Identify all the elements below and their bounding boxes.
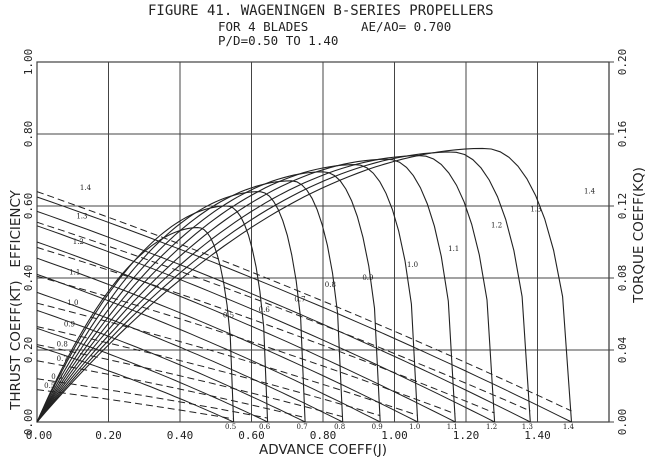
right-tick-label: 0.00 [616,409,629,436]
efficiency-curve-pd-1.3 [36,151,531,423]
efficiency-curve-pd-0.9 [36,171,381,423]
bottom-pd-label: 1.4 [563,423,575,431]
area-ratio-subtitle: AE/AO= 0.700 [361,19,452,34]
bottom-pd-label: 0.5 [225,423,236,431]
kq-pd-label: 0.6 [51,373,63,381]
kt-curve-pd-0.6 [36,327,268,423]
left-tick-label: 1.00 [22,49,35,76]
right-tick-label: 0.16 [616,121,629,148]
kq-curve-pd-0.5 [36,389,234,420]
kq-curve-pd-0.8 [36,344,343,418]
x-tick-label: 0.40 [167,429,194,442]
right-tick-label: 0.04 [616,336,629,363]
kq-curve-pd-1.4 [36,191,572,412]
kt-curve-pd-0.7 [36,309,306,423]
efficiency-pd-label: 0.7 [294,295,305,303]
right-tick-label: 0.08 [616,265,629,292]
x-axis-label: ADVANCE COEFF(J) [259,442,387,458]
grid [36,61,614,423]
left-tick-label: 0.00 [22,409,35,436]
kt-curve-pd-1.3 [36,210,531,423]
kt-curve-pd-1.2 [36,225,495,423]
x-tick-label: 1.20 [453,429,480,442]
bottom-pd-label: 1.2 [486,423,497,431]
pitch-range-subtitle: P/D=0.50 TO 1.40 [218,33,339,48]
efficiency-pd-label: 1.0 [407,261,418,269]
bottom-pd-label: 1.1 [447,423,458,431]
kq-pd-label: 0.9 [64,321,75,329]
kq-pd-label: 0.8 [57,340,68,348]
left-tick-label: 0.20 [22,337,35,364]
kq-pd-label: 0.7 [57,355,68,363]
bottom-pd-label: 0.8 [334,423,345,431]
kq-curve-pd-1.1 [36,275,456,415]
left-tick-label: 0.80 [22,121,35,148]
kq-curve-pd-0.9 [36,326,381,417]
left-tick-label: 0.40 [22,265,35,292]
kt-curve-pd-1.1 [36,241,456,423]
efficiency-curve-pd-0.8 [36,180,344,423]
kq-pd-label: 1.1 [69,268,80,276]
curves [36,147,573,423]
bottom-pd-label: 1.0 [409,423,420,431]
curve-labels: 0.5 0.6 0.7 0.8 0.9 1.0 1.1 1.2 1.3 1.40.50.60.70… [44,184,596,431]
efficiency-curve-pd-1.4 [36,147,573,423]
right-tick-label: 0.12 [616,193,629,220]
kq-curve-pd-1.2 [36,246,495,414]
efficiency-pd-label: 1.2 [491,222,502,230]
chart-title: FIGURE 41. WAGENINGEN B-SERIES PROPELLER… [148,3,494,19]
kq-pd-label: 1.4 [80,184,92,192]
kq-pd-label: 0.5 [44,382,55,390]
kt-curve-pd-1.0 [36,257,418,423]
efficiency-curve-pd-1.1 [36,158,456,423]
efficiency-pd-label: 1.3 [530,205,541,213]
kq-curve-pd-0.6 [36,378,268,419]
x-tick-label: 0.80 [310,429,337,442]
kq-curve-pd-1.0 [36,302,418,416]
x-tick-label: 0.60 [238,429,265,442]
efficiency-curve-pd-0.6 [36,205,269,423]
left-tick-label: 0.60 [22,193,35,220]
kt-curve-pd-0.8 [36,291,343,423]
efficiency-pd-label: 0.9 [362,274,373,282]
bottom-pd-label: 0.9 [372,423,383,431]
kt-curve-pd-0.9 [36,273,381,423]
left-axis-label: THRUST COEFF(KT) EFFICIENCY [8,189,24,411]
bottom-pd-label: 0.7 [297,423,308,431]
efficiency-pd-label: 0.5 [223,312,234,320]
kq-pd-label: 1.0 [67,299,78,307]
x-tick-label: 1.00 [381,429,408,442]
efficiency-pd-label: 0.8 [325,281,336,289]
efficiency-pd-label: 0.6 [259,306,271,314]
right-tick-label: 0.20 [616,49,629,76]
kq-pd-label: 1.3 [76,213,87,221]
kq-pd-label: 1.2 [73,238,84,246]
blades-subtitle: FOR 4 BLADES [218,19,309,34]
bottom-pd-label: 1.3 [522,423,533,431]
efficiency-pd-label: 1.4 [584,187,596,195]
kt-curve-pd-1.4 [36,196,572,423]
efficiency-curve-pd-0.7 [36,191,306,423]
axis-ticks: 0.00 0.20 0.40 0.60 0.80 1.00 1.20 1.40 0.00 0.20… [22,49,629,442]
right-axis-label: TORQUE COEFF(KQ) [631,167,647,304]
bottom-pd-label: 0.6 [259,423,271,431]
x-tick-label: 0.00 [26,429,53,442]
x-tick-label: 0.20 [95,429,122,442]
efficiency-pd-label: 1.1 [448,245,459,253]
x-tick-label: 1.40 [524,429,551,442]
